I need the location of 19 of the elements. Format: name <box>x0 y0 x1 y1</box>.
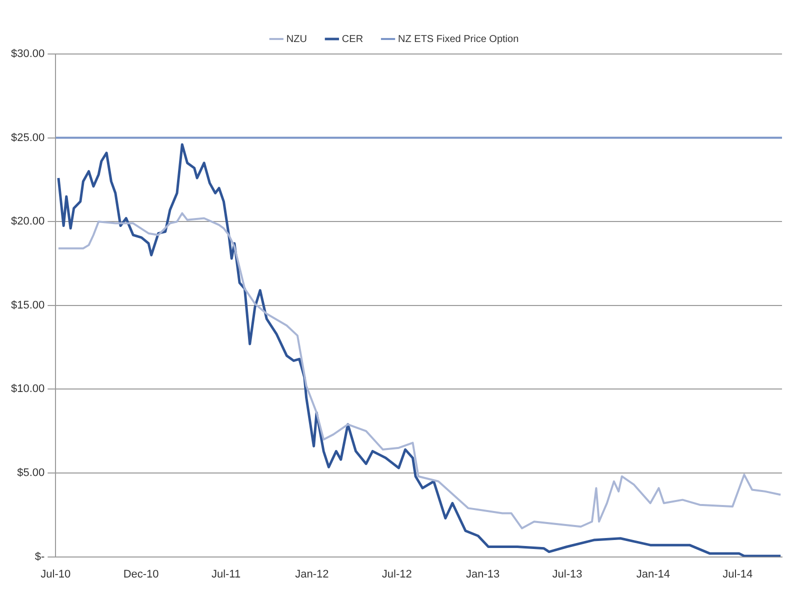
y-tick-label: $30.00 <box>10 48 45 60</box>
y-tick-label: $10.00 <box>10 383 45 396</box>
x-tick-label: Jul-11 <box>211 568 241 580</box>
legend-label: NZU <box>286 34 307 45</box>
x-tick-label: Jan-14 <box>636 568 670 580</box>
legend-label: CER <box>342 34 364 45</box>
x-tick-label: Jul-13 <box>552 568 582 580</box>
y-tick-label: $5.00 <box>17 467 45 480</box>
x-tick-label: Jul-14 <box>722 568 753 580</box>
x-tick-label: Jan-12 <box>295 568 329 580</box>
y-tick-label: $15.00 <box>10 299 45 312</box>
legend-label: NZ ETS Fixed Price Option <box>398 34 519 45</box>
y-tick-label: $20.00 <box>10 216 45 228</box>
x-tick-label: Dec-10 <box>123 568 159 580</box>
x-tick-label: Jul-12 <box>382 568 412 580</box>
x-tick-label: Jan-13 <box>466 568 500 580</box>
x-tick-label: Jul-10 <box>40 568 71 580</box>
y-tick-label: $- <box>34 550 45 563</box>
y-tick-label: $25.00 <box>10 132 45 144</box>
